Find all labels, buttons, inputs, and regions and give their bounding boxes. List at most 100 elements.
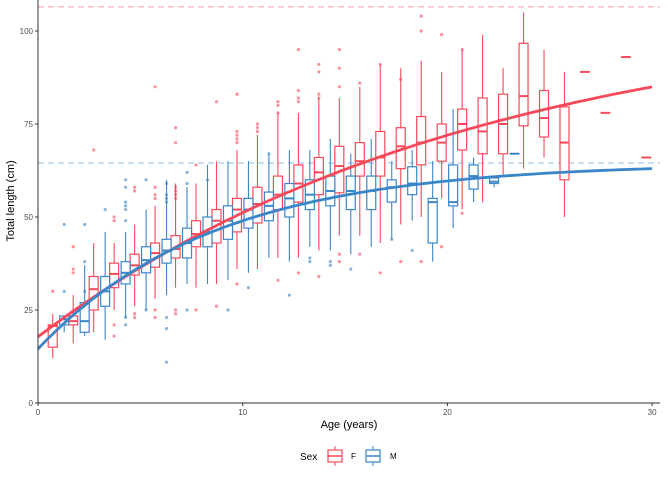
outlier-point [267,152,271,156]
outlier-point [440,245,444,249]
legend-label-m: M [390,452,397,461]
outlier-point [287,293,291,297]
box [448,164,459,207]
outlier-point [337,66,341,70]
outlier-point [51,289,55,293]
outlier-point [419,14,423,18]
outlier-point [419,29,423,33]
outlier-point [173,312,178,316]
outlier-point [296,100,300,104]
outlier-point [276,278,280,282]
outlier-point [124,207,128,212]
outlier-point [317,92,321,96]
legend-label-f: F [351,452,356,461]
outlier-point [83,260,87,264]
outlier-point [235,133,239,137]
outlier-point [153,85,157,89]
outlier-point [440,33,444,37]
outlier-point [214,304,219,308]
box [354,142,365,177]
outlier-point [173,193,178,197]
outlier-point [358,81,362,85]
y-tick-label: 50 [24,213,33,222]
outlier-point [399,260,403,264]
growth-curve-m [36,167,653,350]
box [375,130,386,177]
boxplot-f-age-3 [88,243,99,333]
outlier-point [317,70,321,74]
x-axis-label: Age (years) [321,419,378,431]
outlier-point [124,185,128,189]
outlier-point [328,260,332,264]
outlier-point [317,274,321,279]
x-tick-label: 20 [443,408,452,417]
outlier-point [226,308,230,312]
outlier-point [378,271,382,275]
boxplot-m-age-8 [202,164,213,284]
outlier-point [276,103,280,107]
legend: Sex F M [300,446,397,466]
outlier-point [337,85,341,89]
outlier-point [173,308,178,312]
outlier-point [62,289,66,293]
outlier-point [124,219,128,223]
outlier-point [173,141,178,145]
outlier-point [62,222,66,227]
outlier-point [255,126,260,130]
outlier-point [317,62,321,67]
boxplot-f-age-17 [375,64,386,244]
y-tick-label: 75 [24,120,33,129]
box [313,156,324,196]
outlier-point [235,92,239,96]
boxplot-m-age-5 [140,209,152,310]
outlier-point [276,111,280,115]
outlier-point [296,88,300,93]
outlier-point [83,289,87,293]
outlier-point [144,178,148,182]
outlier-point [71,267,75,271]
outlier-point [164,196,169,200]
x-tick-label: 30 [648,408,657,417]
outlier-point [296,96,300,100]
outlier-point [71,245,75,249]
outlier-point [235,129,239,134]
outlier-point [235,282,239,286]
box [243,197,254,229]
boxplot-f-age-6 [149,205,161,299]
outlier-point [133,312,137,316]
outlier-point [133,189,137,193]
outlier-point [235,141,239,145]
outlier-point [173,126,178,130]
outlier-point [308,256,312,260]
boxplot-f-age-15 [334,97,345,236]
y-tick-label: 100 [20,27,34,36]
outlier-point [255,129,260,134]
outlier-point [173,189,178,193]
outlier-point [124,204,128,208]
outlier-point [133,185,137,189]
box [88,275,99,311]
outlier-point [164,327,169,331]
outlier-point [337,48,341,52]
outlier-point [337,252,341,256]
boxplot-f-age-5 [129,224,140,307]
boxplot-f-age-10 [231,150,243,270]
outlier-point [276,100,280,104]
legend-title: Sex [300,452,317,463]
box [109,262,120,289]
outlier-point [337,260,341,264]
outlier-point [153,315,157,320]
box [366,175,377,211]
y-tick-label: 25 [24,306,33,315]
y-axis-label: Total length (cm) [5,160,17,241]
boxplot-f-age-18 [395,68,406,225]
boxplot-f-age-24 [518,12,529,169]
x-tick-label: 0 [36,408,41,417]
legend-key-m [365,446,381,466]
boxplot-m-age-7 [181,187,193,284]
outlier-point [133,315,137,320]
box [284,182,295,218]
outlier-point [164,181,169,186]
boxplot-f-age-11 [252,135,263,270]
box [407,166,418,196]
